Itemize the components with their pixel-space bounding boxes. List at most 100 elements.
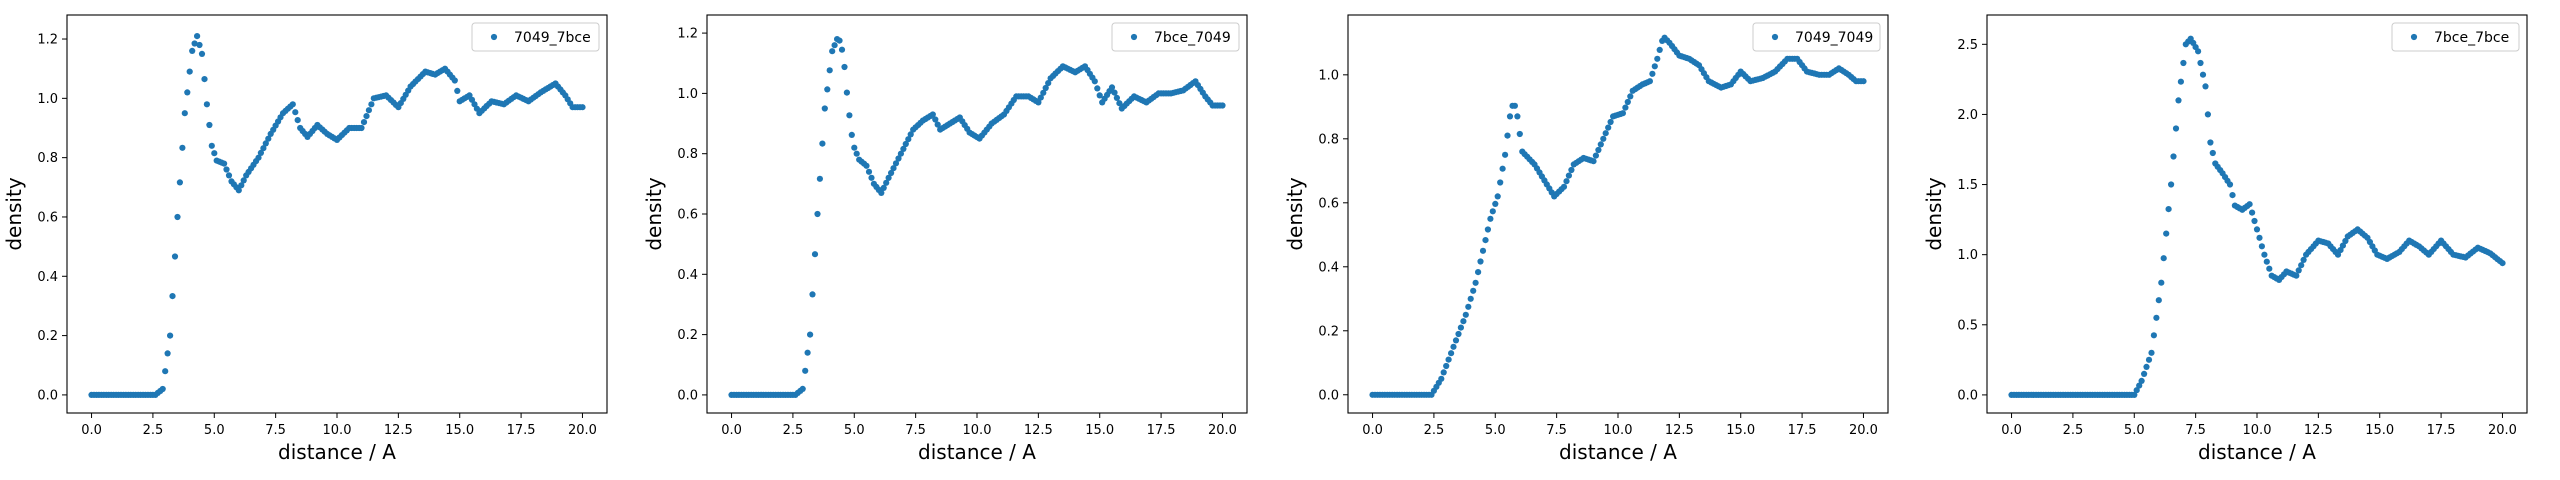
data-point xyxy=(1487,215,1494,222)
data-point xyxy=(1607,118,1614,126)
x-tick-label: 20.0 xyxy=(2488,423,2517,438)
data-point xyxy=(1470,287,1477,294)
data-point xyxy=(2158,279,2165,286)
data-point xyxy=(905,136,912,143)
x-tick-label: 7.5 xyxy=(1546,423,1567,438)
x-tick-label: 17.5 xyxy=(1147,423,1176,438)
data-point xyxy=(2293,272,2300,279)
data-point xyxy=(191,40,198,47)
data-point xyxy=(2202,83,2209,90)
data-point xyxy=(186,68,193,75)
data-point xyxy=(164,350,171,357)
data-point xyxy=(885,174,892,181)
x-axis-label: distance / A xyxy=(918,440,1036,464)
data-point xyxy=(1499,165,1506,172)
y-tick-label: 1.5 xyxy=(1957,178,1978,193)
x-tick-label: 15.0 xyxy=(445,423,474,438)
data-point xyxy=(1602,130,1609,137)
y-axis-label: density xyxy=(1283,177,1307,250)
data-point xyxy=(194,33,201,40)
data-point xyxy=(1094,85,1101,92)
data-point xyxy=(358,124,365,132)
data-point xyxy=(1484,226,1491,233)
x-axis-label: distance / A xyxy=(278,440,396,464)
data-point xyxy=(2197,59,2204,67)
x-tick-label: 15.0 xyxy=(1085,423,1114,438)
data-point xyxy=(799,385,806,392)
data-point xyxy=(255,154,262,161)
y-tick-label: 0.0 xyxy=(677,388,698,403)
x-tick-label: 5.0 xyxy=(204,423,225,438)
y-tick-label: 0.4 xyxy=(37,270,58,285)
data-point xyxy=(211,150,218,157)
x-tick-label: 10.0 xyxy=(1604,423,1633,438)
data-point xyxy=(2180,59,2187,67)
data-point xyxy=(1646,78,1653,85)
x-tick-label: 5.0 xyxy=(844,423,865,438)
data-point xyxy=(1472,279,1479,286)
data-point xyxy=(363,113,370,120)
data-point xyxy=(2253,226,2261,233)
data-point xyxy=(240,177,247,184)
y-axis-label: density xyxy=(1922,177,1946,250)
data-point xyxy=(1619,110,1626,117)
data-point xyxy=(2168,181,2175,188)
data-point xyxy=(897,150,905,157)
data-point xyxy=(2141,370,2148,377)
data-point xyxy=(821,105,828,112)
data-point xyxy=(900,145,907,152)
data-point xyxy=(1452,337,1460,344)
x-tick-label: 12.5 xyxy=(384,423,413,438)
data-point xyxy=(865,168,873,175)
data-point xyxy=(1440,369,1447,376)
x-tick-label: 7.5 xyxy=(905,423,926,438)
data-point xyxy=(1479,247,1487,254)
data-point xyxy=(1654,55,1661,62)
chart-panel-1: 0.0 2.5 5.0 7.5 10.0 12.5 15.0 17.5 20.0 0.0 0.2 0.… xyxy=(2,14,608,464)
data-point xyxy=(863,162,870,169)
axes-frame xyxy=(1986,14,2528,414)
data-point xyxy=(932,116,939,123)
legend: 7bce_7049 xyxy=(1111,22,1240,52)
y-tick-label: 2.5 xyxy=(1957,38,1978,53)
data-point xyxy=(804,349,811,356)
data-point xyxy=(831,42,838,49)
data-point xyxy=(1504,132,1511,139)
data-point xyxy=(1037,94,1044,101)
data-point xyxy=(2177,78,2184,85)
data-point xyxy=(1656,46,1663,54)
data-points xyxy=(1369,34,1867,398)
data-point xyxy=(2209,149,2216,157)
y-axis-label: density xyxy=(2,177,26,250)
data-point xyxy=(1116,100,1123,107)
data-point xyxy=(2195,48,2202,55)
data-point xyxy=(2300,256,2307,263)
data-point xyxy=(878,189,885,196)
x-tick-label: 12.5 xyxy=(1665,423,1694,438)
data-point xyxy=(1091,78,1098,85)
data-point xyxy=(807,331,814,338)
x-tick-label: 10.0 xyxy=(2243,423,2272,438)
y-tick-label: 0.8 xyxy=(677,147,698,162)
data-point xyxy=(2499,260,2506,267)
data-point xyxy=(2229,192,2236,199)
data-point xyxy=(1592,152,1599,159)
data-point xyxy=(289,101,296,108)
data-point xyxy=(1445,356,1452,363)
data-point xyxy=(1443,362,1450,370)
data-point xyxy=(838,46,846,53)
data-point xyxy=(1465,303,1472,310)
data-point xyxy=(2298,262,2305,269)
x-tick-label: 5.0 xyxy=(2124,423,2145,438)
data-point xyxy=(454,87,461,94)
data-point xyxy=(2207,139,2214,146)
x-tick-label: 17.5 xyxy=(507,423,536,438)
data-point xyxy=(892,160,900,167)
data-point xyxy=(179,144,186,151)
data-point xyxy=(848,131,855,138)
y-tick-label: 2.0 xyxy=(1957,108,1978,123)
data-point xyxy=(816,175,824,182)
data-point xyxy=(292,109,299,116)
x-tick-label: 5.0 xyxy=(1485,423,1506,438)
